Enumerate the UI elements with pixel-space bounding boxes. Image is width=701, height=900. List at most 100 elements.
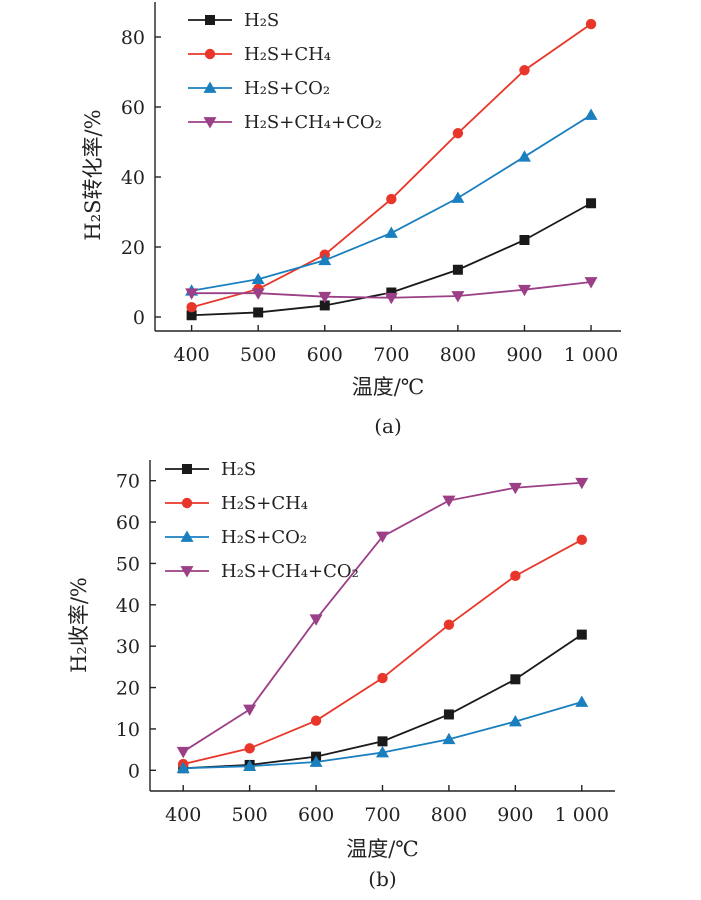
legend-entry: H₂S+CH₄+CO₂ — [188, 112, 382, 133]
legend-label: H₂S+CH₄+CO₂ — [221, 561, 359, 582]
data-point — [510, 674, 521, 685]
data-point — [576, 534, 587, 546]
series-h2s — [186, 198, 597, 321]
legend-marker — [203, 81, 217, 93]
y-axis-label: H₂S转化率/% — [81, 109, 105, 240]
data-point — [584, 277, 598, 289]
legend-marker — [180, 530, 194, 542]
data-point — [586, 198, 597, 209]
y-axis-label: H₂收率/% — [67, 577, 91, 673]
data-point — [244, 743, 255, 754]
legend-label: H₂S+CH₄+CO₂ — [244, 112, 382, 133]
data-point — [186, 302, 197, 313]
data-point — [575, 695, 589, 707]
legend-marker — [182, 464, 192, 474]
series-line — [182, 481, 582, 753]
legend-label: H₂S+CH₄ — [244, 44, 331, 65]
x-tick-label: 400 — [165, 804, 201, 826]
y-tick-label: 0 — [133, 307, 145, 329]
data-point — [452, 264, 463, 275]
x-tick-label: 500 — [232, 804, 268, 826]
data-point — [386, 287, 397, 298]
data-point — [451, 191, 465, 203]
legend-marker — [181, 497, 193, 509]
y-tick-label: 20 — [121, 237, 145, 259]
y-tick-label: 70 — [116, 471, 140, 493]
x-tick-label: 700 — [364, 804, 400, 826]
data-point — [253, 307, 264, 318]
data-point — [443, 619, 455, 630]
legend-entry: H₂S+CH₄+CO₂ — [165, 561, 359, 582]
data-point — [508, 714, 522, 727]
data-point — [309, 614, 323, 626]
chart-a-h2s-conversion: 0 20 40 60 80 400 500 600 700 800 900 1 000 温度/℃ H₂S转… — [81, 2, 621, 438]
data-point — [176, 761, 190, 774]
data-point — [384, 226, 398, 238]
data-point — [309, 755, 323, 767]
x-tick-label: 900 — [506, 344, 542, 366]
legend-label: H₂S+CH₄ — [221, 493, 308, 514]
data-point — [517, 150, 531, 162]
chart-b-h2-yield: 0 10 20 30 40 50 60 70 400 500 600 700 800 900 1 000 温度… — [67, 459, 615, 891]
chart-caption: (a) — [374, 414, 402, 438]
data-point — [519, 235, 530, 245]
legend-label: H₂S+CO₂ — [221, 527, 307, 548]
data-point — [377, 672, 388, 684]
legend-label: H₂S — [244, 10, 279, 31]
y-tick-label: 40 — [116, 595, 140, 617]
x-tick-label: 900 — [497, 804, 533, 826]
series-h2s-ch4-co2 — [176, 477, 589, 759]
series-h2s-co2 — [176, 695, 589, 774]
legend-marker — [204, 48, 216, 60]
legend-entry: H₂S+CO₂ — [165, 527, 307, 548]
data-point — [517, 284, 531, 297]
data-point — [376, 531, 389, 544]
legend-marker — [205, 15, 215, 25]
data-point — [310, 715, 322, 726]
data-point — [376, 746, 389, 758]
data-point — [386, 193, 397, 205]
legend-entry: H₂S+CH₄ — [188, 44, 331, 65]
data-point — [186, 310, 197, 321]
y-tick-label: 50 — [116, 553, 140, 575]
data-point — [508, 482, 522, 495]
data-point — [251, 288, 265, 300]
data-point — [318, 291, 332, 304]
y-tick-label: 60 — [121, 97, 145, 119]
y-tick-label: 40 — [121, 167, 145, 189]
x-tick-label: 400 — [173, 344, 209, 366]
y-tick-label: 30 — [116, 636, 140, 658]
x-tick-label: 600 — [298, 804, 334, 826]
data-point — [575, 477, 589, 490]
x-tick-label: 500 — [240, 344, 276, 366]
data-point — [176, 746, 190, 759]
data-point — [576, 629, 587, 640]
data-point — [318, 253, 332, 266]
x-tick-label: 700 — [373, 344, 409, 366]
data-point — [251, 272, 265, 285]
y-tick-label: 10 — [116, 719, 140, 741]
data-point — [319, 300, 330, 311]
data-point — [384, 292, 398, 305]
x-tick-label: 800 — [440, 344, 476, 366]
data-point — [377, 736, 388, 747]
data-point — [442, 495, 456, 508]
data-point — [243, 759, 257, 772]
data-point — [243, 704, 257, 716]
data-point — [452, 128, 464, 139]
data-point — [442, 732, 456, 745]
legend-label: H₂S+CO₂ — [244, 78, 330, 99]
chart-caption: (b) — [368, 867, 396, 891]
x-axis-label: 温度/℃ — [352, 375, 425, 399]
legend-label: H₂S — [221, 459, 256, 480]
legend-entry: H₂S+CH₄ — [165, 493, 308, 514]
series-line — [191, 23, 592, 309]
data-point — [185, 288, 199, 300]
legend-marker — [203, 117, 217, 129]
y-tick-label: 60 — [116, 512, 140, 534]
legend-marker — [180, 566, 194, 578]
x-axis-label: 温度/℃ — [346, 837, 419, 861]
data-point — [585, 18, 597, 30]
y-tick-label: 0 — [128, 760, 140, 782]
